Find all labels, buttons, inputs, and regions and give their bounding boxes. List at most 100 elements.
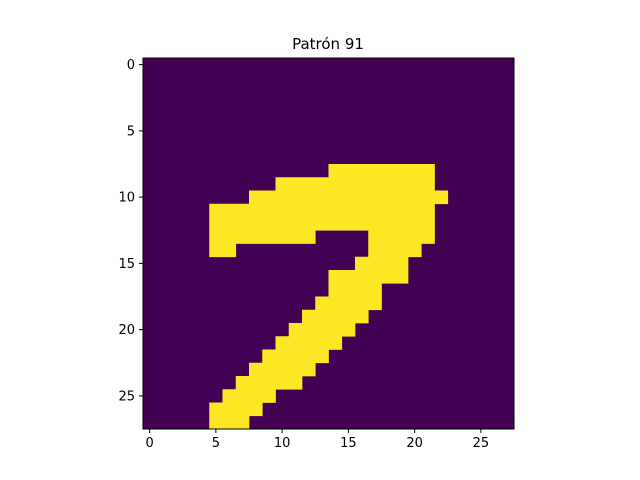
- heatmap-cell: [262, 203, 276, 218]
- heatmap-cell: [368, 243, 382, 258]
- heatmap-cell: [394, 230, 409, 244]
- heatmap-cell: [355, 203, 369, 218]
- heatmap-cell: [315, 177, 329, 191]
- heatmap-cell: [355, 190, 369, 205]
- heatmap-cell: [328, 203, 343, 218]
- heatmap-cell: [262, 362, 276, 377]
- heatmap-cell: [394, 164, 409, 178]
- heatmap-cell: [222, 243, 237, 258]
- heatmap-cell: [315, 309, 329, 324]
- heatmap-cell: [262, 389, 276, 403]
- heatmap-cell: [288, 177, 303, 191]
- heatmap-cell: [275, 203, 290, 218]
- heatmap-cell: [235, 402, 250, 417]
- heatmap-cell: [209, 217, 223, 231]
- heatmap-cell: [368, 190, 382, 205]
- heatmap-cell: [302, 309, 316, 324]
- heatmap-cell: [315, 203, 329, 218]
- heatmap-cell: [434, 190, 449, 205]
- heatmap-cell: [302, 190, 316, 205]
- heatmap-cell: [368, 217, 382, 231]
- heatmap-cell: [288, 376, 303, 390]
- heatmap-cell: [288, 336, 303, 350]
- heatmap-cell: [315, 349, 329, 364]
- y-tick-label: 15: [118, 257, 135, 272]
- heatmap-cell: [381, 230, 396, 244]
- heatmap-cell: [302, 177, 316, 191]
- heatmap-cell: [275, 336, 290, 350]
- heatmap-cell: [288, 362, 303, 377]
- x-tick-label: 0: [145, 436, 153, 451]
- heatmap-cell: [341, 190, 356, 205]
- heatmap-cell: [341, 283, 356, 297]
- heatmap-cell: [235, 376, 250, 390]
- heatmap-cell: [421, 203, 435, 218]
- heatmap-cell: [328, 164, 343, 178]
- heatmap-cell: [381, 217, 396, 231]
- heatmap-cell: [381, 256, 396, 271]
- heatmap-cell: [302, 230, 316, 244]
- heatmap-cell: [288, 323, 303, 337]
- heatmap-cell: [222, 389, 237, 403]
- heatmap-cell: [302, 217, 316, 231]
- heatmap-cell: [328, 270, 343, 284]
- heatmap-cell: [288, 349, 303, 364]
- heatmap-cell: [328, 323, 343, 337]
- heatmap-cell: [315, 190, 329, 205]
- heatmap-cell: [341, 164, 356, 178]
- heatmap-cell: [209, 415, 223, 430]
- heatmap-cell: [249, 389, 263, 403]
- heatmap-cell: [249, 362, 263, 377]
- heatmap-cell: [275, 230, 290, 244]
- heatmap-cell: [262, 349, 276, 364]
- heatmap-cell: [275, 217, 290, 231]
- heatmap-cell: [355, 256, 369, 271]
- heatmap-cell: [302, 362, 316, 377]
- heatmap-cell: [262, 376, 276, 390]
- x-tick-label: 20: [406, 436, 423, 451]
- y-tick-label: 0: [127, 58, 135, 73]
- heatmap-cell: [288, 230, 303, 244]
- heatmap-cell: [249, 230, 263, 244]
- heatmap-cell: [249, 376, 263, 390]
- heatmap-cell: [235, 217, 250, 231]
- heatmap-cell: [249, 217, 263, 231]
- heatmap-cell: [249, 190, 263, 205]
- heatmap-cell: [328, 296, 343, 311]
- heatmap-cell: [302, 203, 316, 218]
- heatmap-cell: [368, 177, 382, 191]
- axes: 0 5 10 15 20 25 0 5 10 15 20 25: [118, 57, 515, 451]
- heatmap-cell: [355, 296, 369, 311]
- heatmap-cell: [341, 309, 356, 324]
- heatmap-cell: [341, 323, 356, 337]
- y-tick-label: 20: [118, 323, 135, 338]
- heatmap-cell: [288, 217, 303, 231]
- heatmap-cell: [421, 230, 435, 244]
- heatmap-cell: [421, 164, 435, 178]
- heatmap-cell: [235, 389, 250, 403]
- heatmap-cell: [209, 243, 223, 258]
- heatmap-cell: [328, 309, 343, 324]
- heatmap-cell: [408, 217, 422, 231]
- heatmap-cell: [222, 415, 237, 430]
- heatmap-cell: [302, 349, 316, 364]
- x-tick-label: 15: [340, 436, 357, 451]
- heatmap-cell: [288, 203, 303, 218]
- heatmap-cell: [328, 190, 343, 205]
- x-tick-label: 25: [473, 436, 490, 451]
- heatmap-cell: [355, 270, 369, 284]
- axes-frame: [142, 57, 515, 430]
- heatmap-cell: [368, 230, 382, 244]
- heatmap-cell: [368, 270, 382, 284]
- heatmap-cell: [421, 217, 435, 231]
- heatmap-cell: [355, 217, 369, 231]
- heatmap-cell: [328, 177, 343, 191]
- heatmap-cell: [209, 402, 223, 417]
- heatmap-cell: [421, 190, 435, 205]
- heatmap-cell: [394, 256, 409, 271]
- heatmap-cell: [275, 190, 290, 205]
- y-tick-label: 5: [127, 124, 135, 139]
- chart-title: Patrón 91: [292, 35, 364, 53]
- x-tick-label: 5: [212, 436, 220, 451]
